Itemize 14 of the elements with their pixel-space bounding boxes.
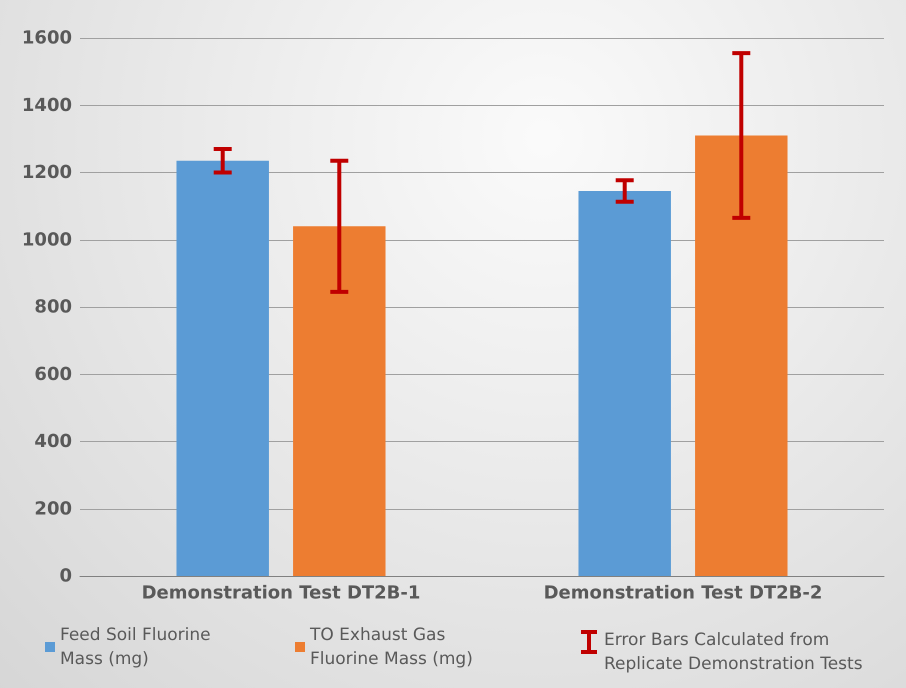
text: Error Bars Calculated from Replicate Demonstration Tests (604, 629, 864, 676)
y-tick-label: 200 (34, 498, 72, 520)
y-tick-label: 400 (34, 431, 72, 452)
legend-label: Feed Soil Fluorine Mass (mg) (60, 625, 216, 669)
y-tick-label: 600 (34, 364, 72, 385)
y-tick-label: 1600 (22, 28, 72, 48)
y-tick-label: 1000 (22, 229, 72, 250)
y-tick-label: 800 (34, 296, 72, 318)
legend-label: TO Exhaust Gas Fluorine Mass (mg) (309, 625, 473, 669)
y-tick-label: 1400 (22, 94, 72, 116)
x-tick-label: Demonstration Test DT2B-1 (142, 582, 420, 604)
x-tick-label: Demonstration Test DT2B-2 (544, 582, 822, 604)
y-tick-label: 0 (59, 566, 72, 586)
y-tick-label: 1200 (22, 162, 72, 183)
